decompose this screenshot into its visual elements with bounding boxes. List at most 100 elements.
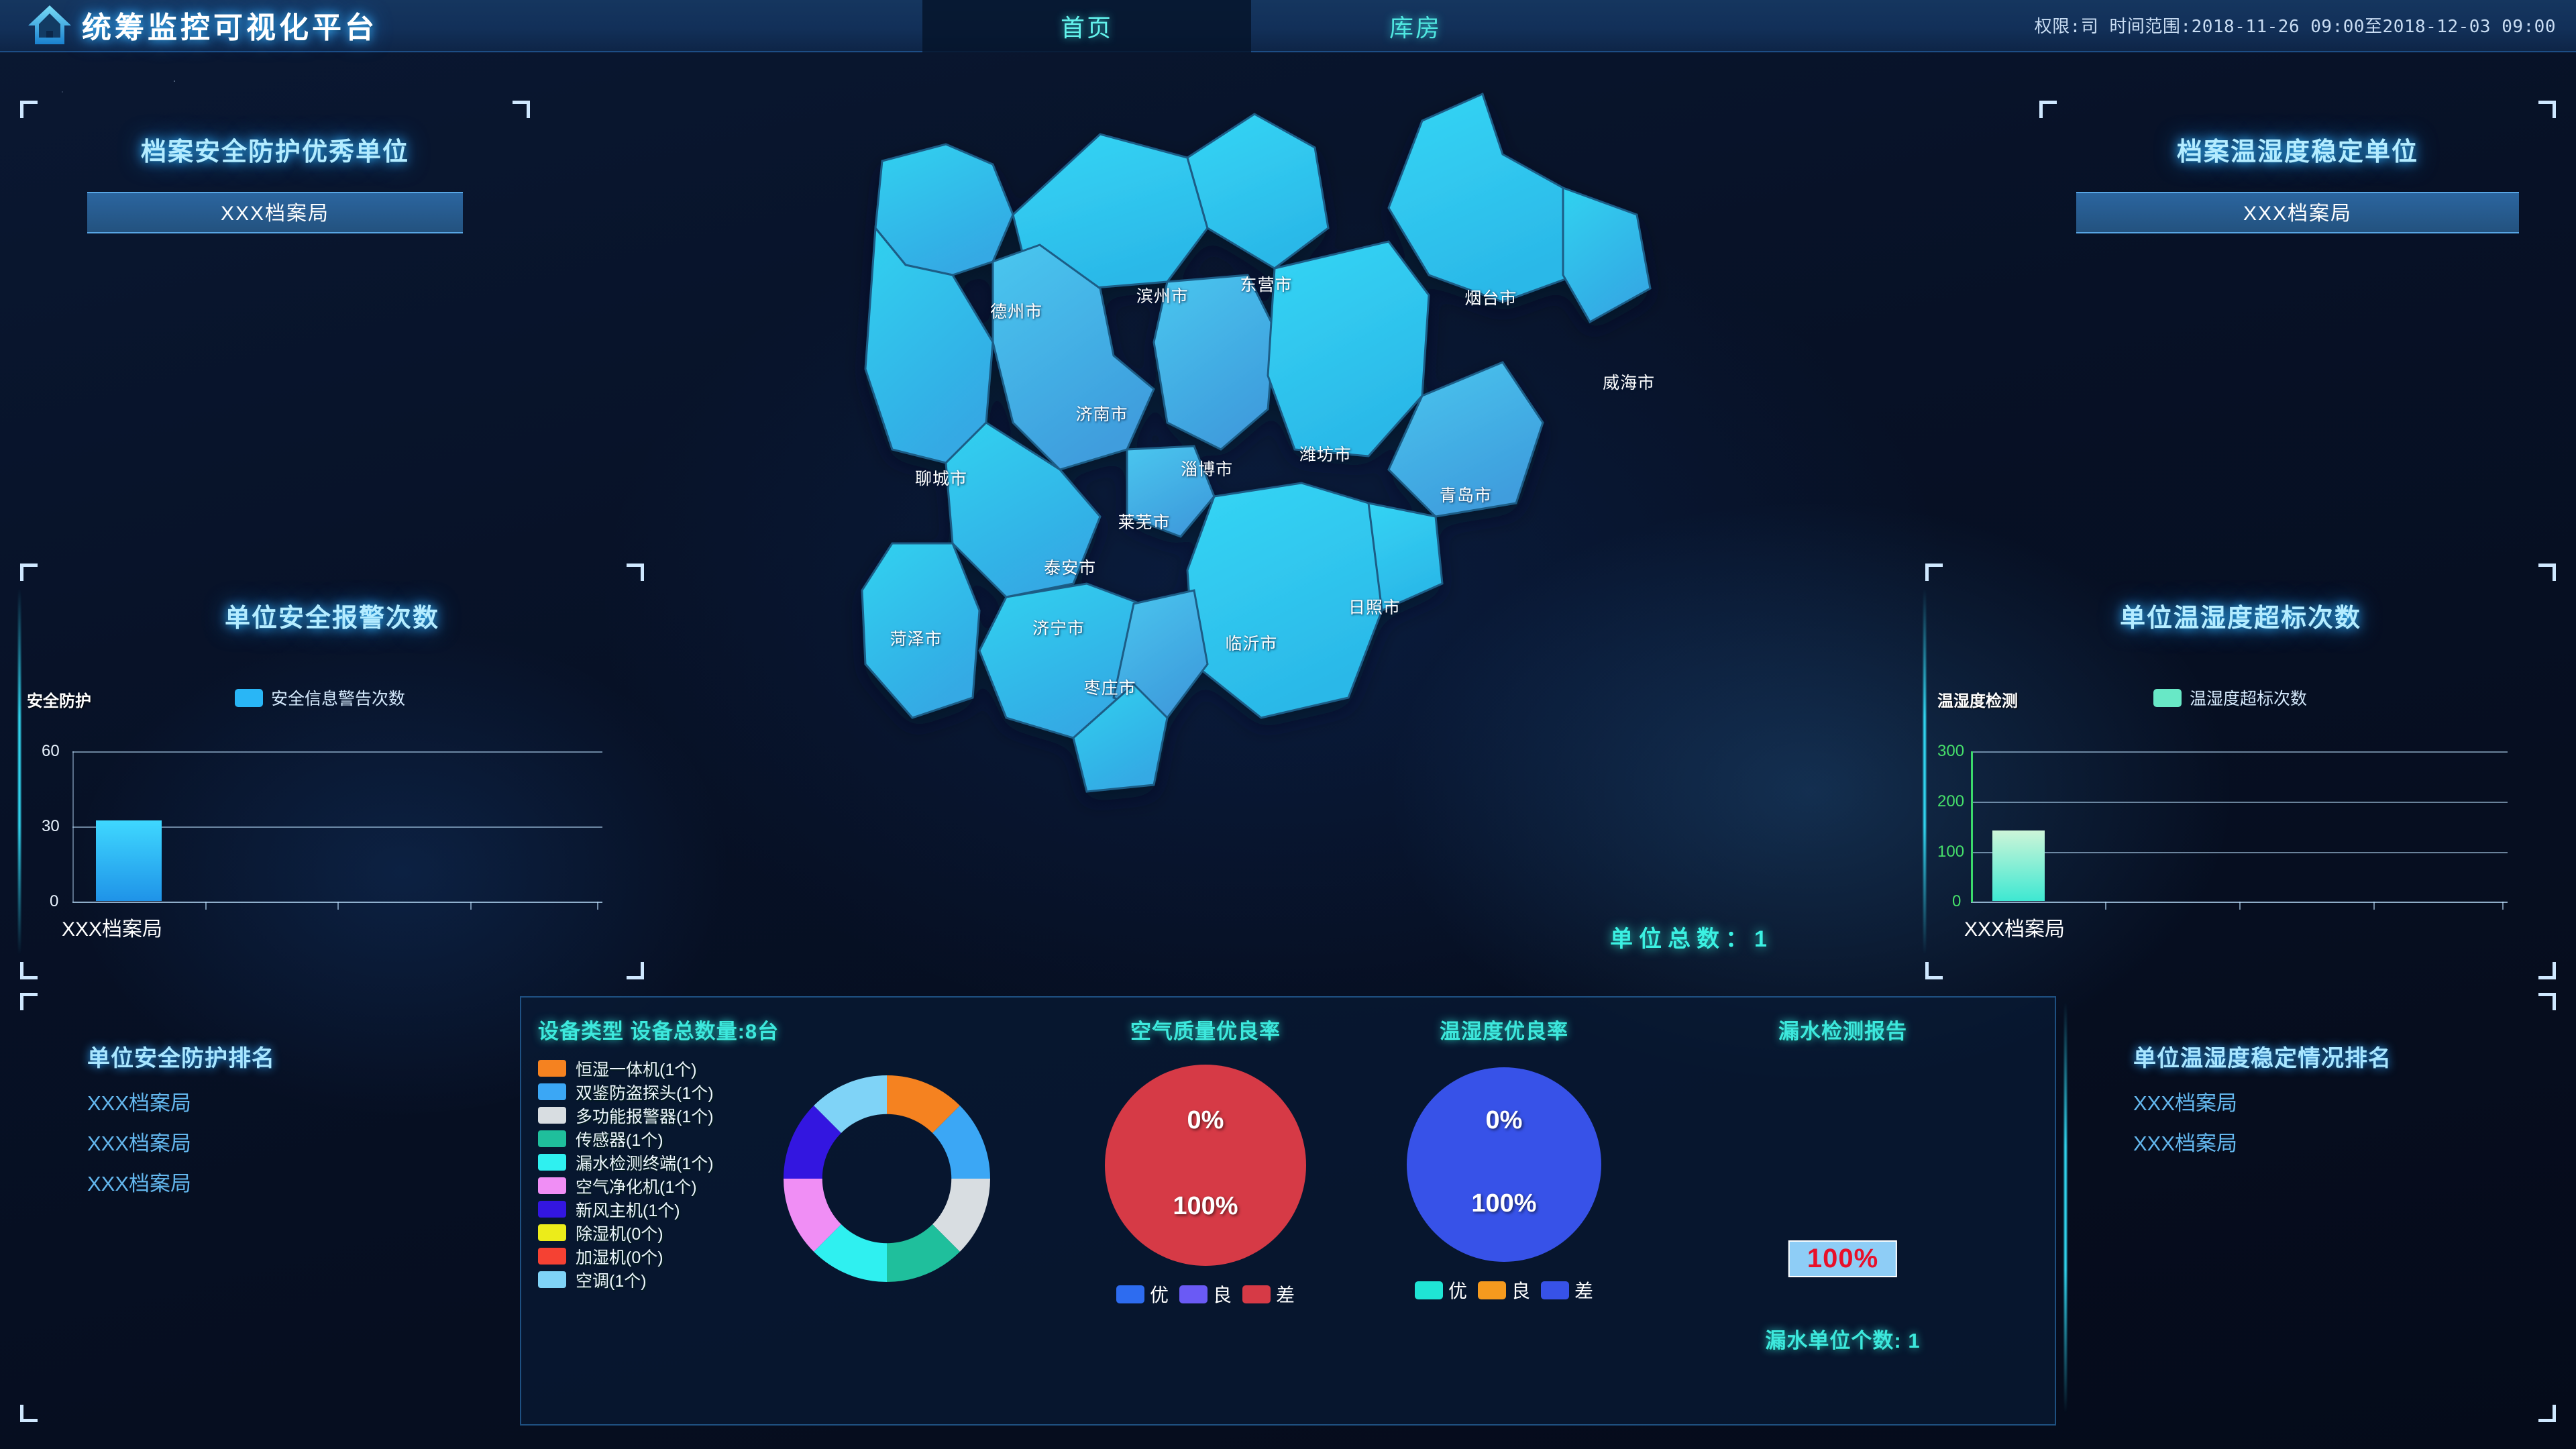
map-city-label[interactable]: 青岛市 — [1440, 482, 1492, 506]
corner-marker — [1925, 564, 1943, 581]
rank-left-item[interactable]: XXX档案局 — [87, 1167, 510, 1197]
left-chart-axis-tag: 安全防护 — [27, 688, 91, 711]
map-city-label[interactable]: 烟台市 — [1464, 285, 1517, 309]
corner-marker — [20, 1405, 38, 1422]
bar-security-alarm[interactable] — [96, 820, 162, 901]
map-city-label[interactable]: 济南市 — [1076, 401, 1128, 425]
shandong-map[interactable]: 滨州市 东营市烟台市威海市 德州市济南市淄博市 潍坊市青岛市 聊城市莱芜市 泰安市日照市菏… — [724, 74, 1865, 966]
device-donut-chart[interactable] — [769, 1061, 1004, 1296]
corner-marker — [627, 564, 644, 581]
air-quality-legend[interactable]: 优良差 — [1051, 1281, 1360, 1307]
x-tick — [2502, 902, 2504, 910]
panel-edge-glow — [2064, 1002, 2067, 1413]
panel-rank-security: 单位安全防护排名 XXX档案局 XXX档案局 XXX档案局 — [20, 993, 510, 1422]
corner-marker — [20, 993, 38, 1010]
map-svg — [724, 74, 1865, 966]
map-city-label[interactable]: 淄博市 — [1181, 456, 1233, 480]
temp-humidity-legend-item[interactable]: 优 — [1415, 1277, 1467, 1303]
air-quality-legend-swatch — [1242, 1285, 1271, 1303]
air-quality-bottom-pct: 100% — [1173, 1192, 1238, 1221]
right-chart-axis-tag: 温湿度检测 — [1937, 688, 2018, 711]
left-chart-legend[interactable]: 安全信息警告次数 — [235, 686, 405, 710]
air-quality-legend-item[interactable]: 良 — [1179, 1281, 1232, 1307]
device-legend-label: 双鉴防盗探头(1个) — [576, 1080, 714, 1104]
gauge-svg — [1702, 1053, 1984, 1321]
corner-marker — [1925, 962, 1943, 979]
right-chart-legend[interactable]: 温湿度超标次数 — [2153, 686, 2307, 710]
top-right-title: 档案温湿度稳定单位 — [2039, 131, 2556, 168]
device-color-swatch — [538, 1130, 566, 1147]
legend-label-humidity: 温湿度超标次数 — [2190, 686, 2307, 710]
temp-humidity-legend-label: 差 — [1574, 1277, 1593, 1303]
right-chart-category: XXX档案局 — [1964, 912, 2065, 942]
map-city-label[interactable]: 日照市 — [1348, 594, 1401, 619]
tab-storehouse[interactable]: 库房 — [1251, 0, 1580, 52]
corner-marker — [627, 962, 644, 979]
device-color-swatch — [538, 1060, 566, 1077]
temp-humidity-top-pct: 0% — [1486, 1106, 1523, 1135]
temp-humidity-legend-item[interactable]: 良 — [1478, 1277, 1530, 1303]
air-quality-pie[interactable]: 0% 100% — [1105, 1065, 1306, 1266]
rank-right-list: XXX档案局 XXX档案局 — [2133, 1086, 2556, 1157]
air-quality-top-pct: 0% — [1187, 1106, 1224, 1135]
x-tick — [470, 902, 472, 910]
app-header: 统筹监控可视化平台 首页 库房 权限:司 时间范围:2018-11-26 09:… — [0, 0, 2576, 52]
rank-right-item[interactable]: XXX档案局 — [2133, 1086, 2556, 1116]
y-tick-0: 0 — [1952, 892, 1961, 911]
map-city-label[interactable]: 济宁市 — [1032, 615, 1085, 639]
map-city-label[interactable]: 东营市 — [1240, 272, 1292, 296]
top-left-unit-chip[interactable]: XXX档案局 — [87, 192, 463, 233]
y-tick-100: 100 — [1937, 843, 1964, 861]
rank-right-item[interactable]: XXX档案局 — [2133, 1126, 2556, 1157]
air-quality-legend-label: 优 — [1150, 1281, 1169, 1307]
y-tick-60: 60 — [42, 742, 60, 761]
device-legend-label: 多功能报警器(1个) — [576, 1104, 714, 1128]
gridline — [72, 751, 602, 753]
rank-left-item[interactable]: XXX档案局 — [87, 1126, 510, 1157]
panel-edge-glow — [1923, 588, 1926, 955]
bar-humidity-exceed[interactable] — [1992, 830, 2045, 901]
device-color-swatch — [538, 1177, 566, 1194]
rank-left-item[interactable]: XXX档案局 — [87, 1086, 510, 1116]
device-legend-label: 恒湿一体机(1个) — [576, 1057, 697, 1081]
temp-humidity-pie[interactable]: 0% 100% — [1407, 1067, 1601, 1262]
panel-edge-glow — [18, 588, 21, 955]
corner-marker — [2538, 962, 2556, 979]
corner-marker — [20, 962, 38, 979]
air-quality-legend-swatch — [1116, 1285, 1144, 1303]
tab-home[interactable]: 首页 — [922, 0, 1251, 52]
x-tick — [205, 902, 207, 910]
axis-line-y — [1971, 751, 1973, 902]
y-tick-200: 200 — [1937, 792, 1964, 811]
temp-humidity-legend-label: 优 — [1448, 1277, 1467, 1303]
map-city-label[interactable]: 菏泽市 — [890, 626, 943, 650]
map-city-label[interactable]: 威海市 — [1603, 370, 1655, 394]
map-city-label[interactable]: 枣庄市 — [1084, 675, 1136, 699]
map-city-label[interactable]: 莱芜市 — [1118, 509, 1171, 533]
air-quality-legend-item[interactable]: 优 — [1116, 1281, 1169, 1307]
gridline — [1971, 802, 2508, 803]
map-city-label[interactable]: 滨州市 — [1136, 283, 1189, 307]
map-city-label[interactable]: 潍坊市 — [1299, 441, 1352, 466]
leak-footer: 漏水单位个数: 1 — [1655, 1324, 2031, 1354]
map-city-label[interactable]: 泰安市 — [1044, 555, 1096, 579]
temp-humidity-legend-item[interactable]: 差 — [1541, 1277, 1593, 1303]
map-city-label[interactable]: 聊城市 — [915, 466, 967, 490]
map-city-label[interactable]: 德州市 — [990, 299, 1042, 323]
air-quality-legend-item[interactable]: 差 — [1242, 1281, 1295, 1307]
top-left-title: 档案安全防护优秀单位 — [20, 131, 530, 168]
corner-marker — [20, 101, 38, 118]
panel-top-left: 档案安全防护优秀单位 XXX档案局 — [20, 101, 530, 517]
left-chart-plot — [72, 751, 602, 902]
top-right-unit-chip[interactable]: XXX档案局 — [2076, 192, 2519, 233]
temp-humidity-legend[interactable]: 优良差 — [1360, 1277, 1648, 1303]
temp-humidity-legend-swatch — [1415, 1281, 1443, 1299]
device-color-swatch — [538, 1271, 566, 1288]
map-city-label[interactable]: 临沂市 — [1225, 631, 1277, 655]
y-tick-30: 30 — [42, 817, 60, 836]
device-color-swatch — [538, 1107, 566, 1124]
x-tick — [597, 902, 598, 910]
leak-title: 漏水检测报告 — [1655, 1014, 2031, 1044]
temp-humidity-legend-label: 良 — [1511, 1277, 1530, 1303]
leak-gauge[interactable]: 100% — [1702, 1053, 1984, 1328]
